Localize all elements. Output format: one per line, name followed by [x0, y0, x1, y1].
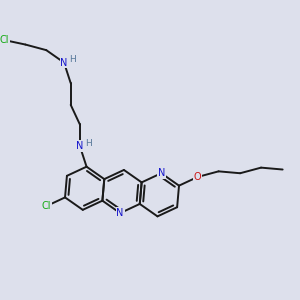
- Text: N: N: [60, 58, 68, 68]
- Text: H: H: [85, 139, 92, 148]
- Text: Cl: Cl: [0, 35, 9, 45]
- Text: N: N: [116, 208, 124, 218]
- Text: N: N: [76, 141, 83, 151]
- Text: N: N: [158, 168, 165, 178]
- Text: O: O: [194, 172, 202, 182]
- Text: Cl: Cl: [42, 201, 51, 211]
- Text: H: H: [69, 55, 76, 64]
